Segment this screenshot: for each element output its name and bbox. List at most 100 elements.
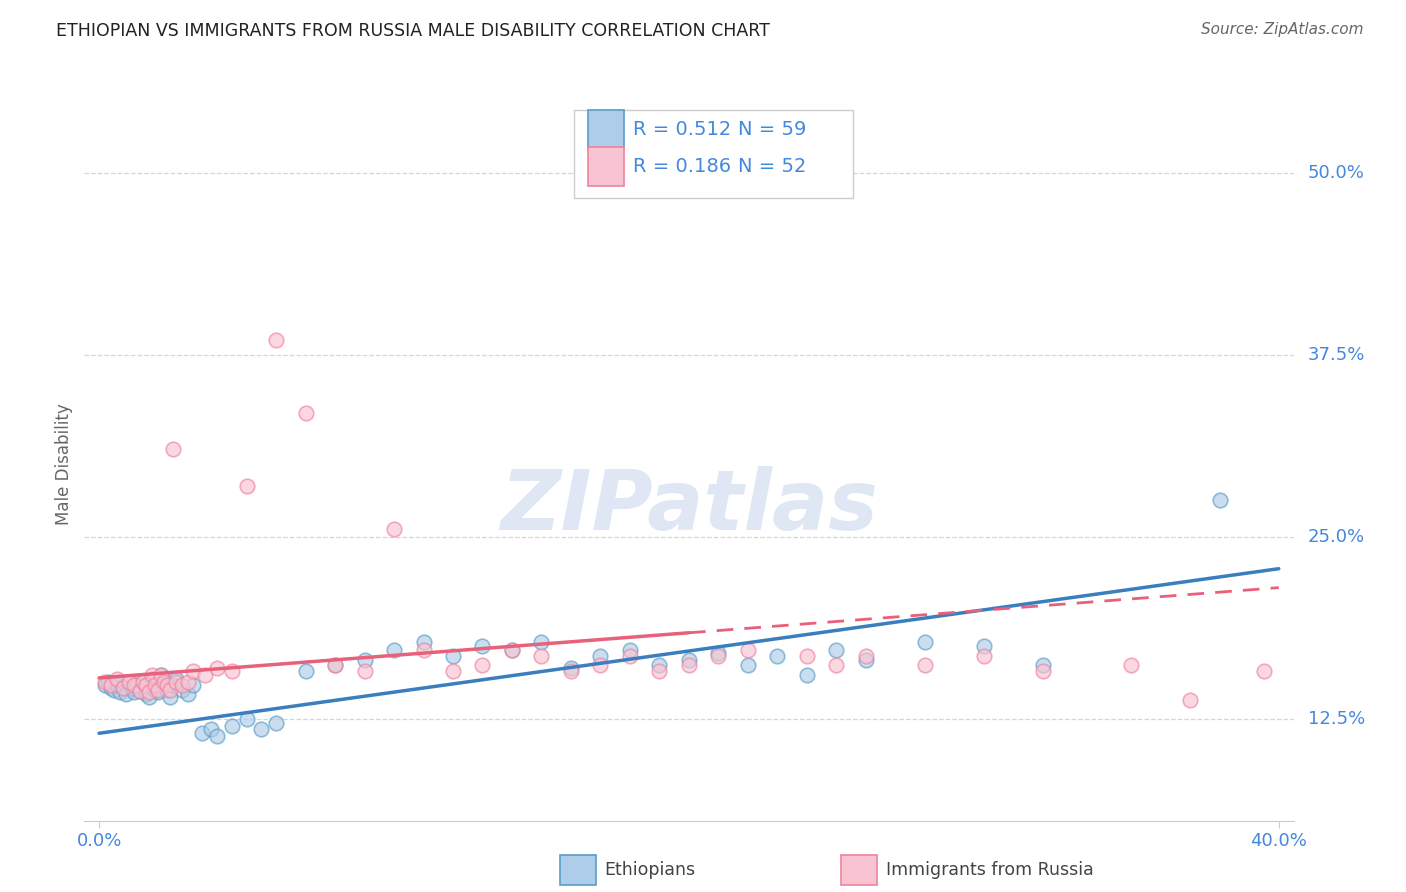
Text: Source: ZipAtlas.com: Source: ZipAtlas.com xyxy=(1201,22,1364,37)
Point xyxy=(825,643,848,657)
Point xyxy=(914,634,936,648)
Point xyxy=(530,649,553,664)
Point xyxy=(124,685,146,699)
Point xyxy=(441,664,464,678)
Point xyxy=(170,678,193,692)
Point xyxy=(648,664,671,678)
Point xyxy=(825,657,848,672)
Point xyxy=(205,661,228,675)
Point xyxy=(221,664,243,678)
Point xyxy=(194,668,217,682)
Text: N = 59: N = 59 xyxy=(738,120,807,139)
Point xyxy=(737,657,759,672)
Point xyxy=(176,675,198,690)
Point xyxy=(855,653,877,667)
Point xyxy=(1032,664,1054,678)
Point xyxy=(143,682,166,697)
Point xyxy=(114,687,136,701)
Point xyxy=(170,682,193,697)
Point xyxy=(124,678,146,692)
Point xyxy=(353,653,375,667)
Point xyxy=(294,664,316,678)
Point xyxy=(156,682,179,697)
Point xyxy=(560,664,582,678)
Point xyxy=(501,643,523,657)
Point xyxy=(153,677,176,691)
Point xyxy=(501,643,523,657)
Point xyxy=(135,687,157,701)
Point xyxy=(619,649,641,664)
Point xyxy=(1180,692,1202,706)
Point xyxy=(105,673,128,687)
Point xyxy=(205,729,228,743)
Text: 50.0%: 50.0% xyxy=(1308,163,1364,182)
Point xyxy=(412,634,434,648)
Point xyxy=(323,657,346,672)
Point xyxy=(589,657,612,672)
Point xyxy=(132,675,155,690)
Text: N = 52: N = 52 xyxy=(738,157,807,177)
Point xyxy=(141,668,163,682)
Point xyxy=(162,678,184,692)
Point xyxy=(648,657,671,672)
Point xyxy=(153,675,176,690)
Point xyxy=(176,687,198,701)
Point xyxy=(121,681,143,695)
Point xyxy=(353,664,375,678)
Point xyxy=(200,722,222,736)
Point xyxy=(264,716,287,731)
Point xyxy=(973,639,995,653)
Point xyxy=(103,682,125,697)
Point xyxy=(97,675,120,690)
Point xyxy=(150,668,173,682)
Point xyxy=(382,643,405,657)
Point xyxy=(914,657,936,672)
Point xyxy=(441,649,464,664)
Point xyxy=(973,649,995,664)
Point xyxy=(471,639,494,653)
Point xyxy=(111,680,134,694)
Text: 37.5%: 37.5% xyxy=(1308,345,1365,364)
Point xyxy=(560,661,582,675)
Point xyxy=(589,649,612,664)
Point xyxy=(143,678,166,692)
Point xyxy=(105,678,128,692)
Point xyxy=(235,712,257,726)
Point xyxy=(117,675,139,690)
Point xyxy=(127,678,149,692)
Point xyxy=(165,673,187,687)
Point xyxy=(796,668,818,682)
Text: Immigrants from Russia: Immigrants from Russia xyxy=(886,861,1094,879)
Point xyxy=(150,668,173,682)
Point xyxy=(138,690,160,704)
Point xyxy=(250,722,273,736)
Point xyxy=(382,522,405,536)
Point xyxy=(183,664,205,678)
Point xyxy=(294,406,316,420)
Text: 12.5%: 12.5% xyxy=(1308,710,1365,728)
Point xyxy=(165,675,187,690)
Point xyxy=(100,678,122,692)
Point xyxy=(146,685,169,699)
Point xyxy=(1032,657,1054,672)
Point xyxy=(108,685,131,699)
Point xyxy=(619,643,641,657)
Text: ZIPatlas: ZIPatlas xyxy=(501,467,877,547)
Point xyxy=(117,675,139,690)
Point xyxy=(855,649,877,664)
Point xyxy=(129,684,152,698)
Point xyxy=(1209,493,1232,508)
Text: R = 0.186: R = 0.186 xyxy=(633,157,731,177)
Point xyxy=(162,442,184,457)
Point xyxy=(183,678,205,692)
Point xyxy=(264,333,287,347)
Point xyxy=(471,657,494,672)
Point xyxy=(159,682,181,697)
Point xyxy=(678,653,700,667)
Point xyxy=(766,649,789,664)
Point xyxy=(530,634,553,648)
Point xyxy=(100,681,122,695)
Point xyxy=(111,681,134,695)
Point xyxy=(94,675,117,690)
Point xyxy=(159,690,181,704)
